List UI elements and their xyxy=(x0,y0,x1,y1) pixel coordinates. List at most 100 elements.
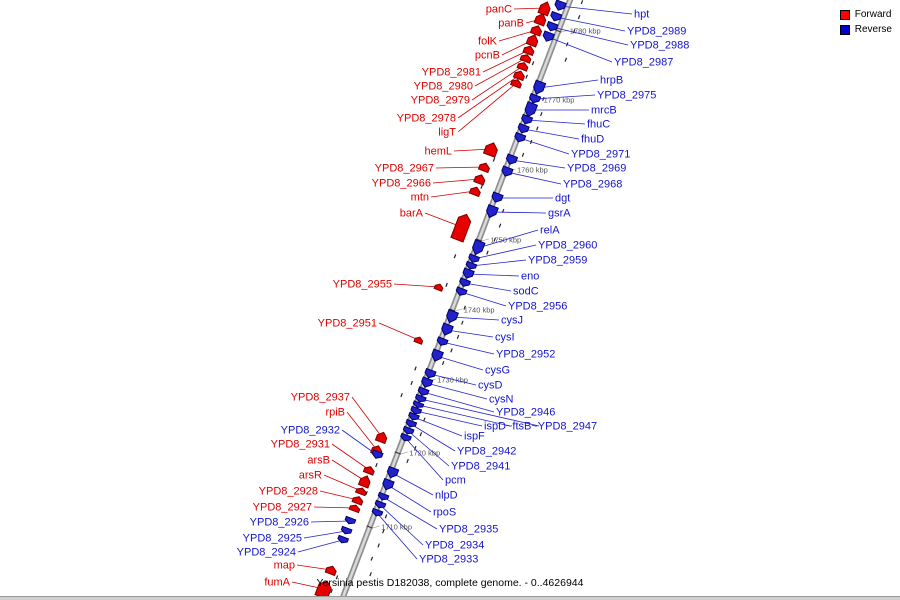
gene-glyph[interactable] xyxy=(357,475,371,489)
gene-label[interactable]: dgt xyxy=(555,193,570,205)
gene-label[interactable]: YPD8_2935 xyxy=(439,524,498,536)
gene-label[interactable]: YPD8_2959 xyxy=(528,255,587,267)
gene-label[interactable]: panB xyxy=(498,18,524,30)
gene-label[interactable]: YPD8_2946 xyxy=(496,407,555,419)
gene-glyph[interactable] xyxy=(340,525,353,535)
gene-glyph[interactable] xyxy=(546,20,559,32)
gene-glyph[interactable] xyxy=(468,253,481,263)
gene-label[interactable]: YPD8_2927 xyxy=(253,502,312,514)
gene-label[interactable]: hrpB xyxy=(600,75,623,87)
gene-label[interactable]: cysD xyxy=(478,380,503,392)
gene-label[interactable]: YPD8_2988 xyxy=(630,40,689,52)
gene-label[interactable]: fumA xyxy=(264,577,290,589)
gene-label[interactable]: cysJ xyxy=(501,315,523,327)
gene-label[interactable]: YPD8_2928 xyxy=(259,486,318,498)
gene-label[interactable]: rpiB xyxy=(325,407,345,419)
gene-label[interactable]: YPD8_2967 xyxy=(375,163,434,175)
gene-glyph[interactable] xyxy=(482,142,498,158)
gene-glyph[interactable] xyxy=(412,400,425,408)
gene-glyph[interactable] xyxy=(462,267,475,279)
gene-glyph[interactable] xyxy=(337,534,350,544)
gene-glyph[interactable] xyxy=(433,283,444,292)
gene-label[interactable]: eno xyxy=(521,271,539,283)
gene-glyph[interactable] xyxy=(431,348,444,362)
gene-label[interactable]: hpt xyxy=(634,9,649,21)
gene-glyph[interactable] xyxy=(400,432,412,442)
gene-glyph[interactable] xyxy=(371,449,384,459)
gene-label[interactable]: YPD8_2937 xyxy=(291,392,350,404)
gene-label[interactable]: ispD~ftsB~YPD8_2947 xyxy=(484,421,597,433)
gene-label[interactable]: arsB xyxy=(307,455,330,467)
gene-label[interactable]: ligT xyxy=(438,127,456,139)
gene-glyph[interactable] xyxy=(542,30,555,42)
gene-glyph[interactable] xyxy=(354,487,367,497)
gene-label[interactable]: YPD8_2960 xyxy=(538,240,597,252)
gene-glyph[interactable] xyxy=(537,1,551,17)
gene-glyph[interactable] xyxy=(522,45,535,57)
gene-glyph[interactable] xyxy=(344,515,357,525)
gene-glyph[interactable] xyxy=(533,79,547,95)
gene-label[interactable]: barA xyxy=(400,208,424,220)
gene-glyph[interactable] xyxy=(473,174,486,186)
gene-glyph[interactable] xyxy=(459,277,472,287)
gene-glyph[interactable] xyxy=(512,70,525,82)
gene-glyph[interactable] xyxy=(351,496,364,506)
gene-glyph[interactable] xyxy=(421,376,434,388)
gene-glyph[interactable] xyxy=(491,191,504,203)
gene-label[interactable]: hemL xyxy=(424,146,452,158)
gene-glyph[interactable] xyxy=(533,13,547,27)
gene-glyph[interactable] xyxy=(529,25,543,37)
gene-label[interactable]: mrcB xyxy=(591,105,617,117)
gene-glyph[interactable] xyxy=(374,431,388,445)
gene-glyph[interactable] xyxy=(424,367,437,379)
gene-glyph[interactable] xyxy=(486,203,499,219)
gene-glyph[interactable] xyxy=(505,153,519,165)
gene-label[interactable]: YPD8_2966 xyxy=(372,178,431,190)
gene-glyph[interactable] xyxy=(509,79,522,89)
gene-glyph[interactable] xyxy=(377,491,390,501)
gene-label[interactable]: YPD8_2933 xyxy=(419,554,478,566)
gene-glyph[interactable] xyxy=(446,308,459,324)
gene-glyph[interactable] xyxy=(455,286,468,296)
gene-glyph[interactable] xyxy=(441,322,454,336)
gene-glyph[interactable] xyxy=(371,507,384,517)
gene-glyph[interactable] xyxy=(410,405,423,415)
gene-label[interactable]: YPD8_2925 xyxy=(243,533,302,545)
gene-glyph[interactable] xyxy=(468,186,481,198)
gene-label[interactable]: YPD8_2978 xyxy=(397,113,456,125)
gene-label[interactable]: YPD8_2941 xyxy=(451,461,510,473)
gene-label[interactable]: panC xyxy=(486,4,512,16)
gene-label[interactable]: YPD8_2979 xyxy=(411,95,470,107)
gene-label[interactable]: relA xyxy=(540,225,560,237)
gene-glyph[interactable] xyxy=(521,113,534,125)
gene-label[interactable]: map xyxy=(274,560,295,572)
gene-label[interactable]: nlpD xyxy=(435,490,458,502)
gene-glyph[interactable] xyxy=(402,425,415,435)
gene-label[interactable]: YPD8_2931 xyxy=(271,439,330,451)
gene-glyph[interactable] xyxy=(519,54,532,64)
gene-glyph[interactable] xyxy=(554,0,567,11)
gene-label[interactable]: YPD8_2955 xyxy=(333,279,392,291)
gene-label[interactable]: YPD8_2926 xyxy=(250,517,309,529)
gene-label[interactable]: YPD8_2975 xyxy=(597,90,656,102)
gene-glyph[interactable] xyxy=(514,131,527,143)
gene-glyph[interactable] xyxy=(405,418,418,428)
gene-label[interactable]: mtn xyxy=(411,192,429,204)
gene-glyph[interactable] xyxy=(525,34,539,48)
gene-glyph[interactable] xyxy=(362,466,375,476)
gene-label[interactable]: YPD8_2942 xyxy=(457,446,516,458)
gene-label[interactable]: YPD8_2924 xyxy=(237,547,296,559)
gene-label[interactable]: YPD8_2987 xyxy=(614,57,673,69)
gene-label[interactable]: YPD8_2956 xyxy=(508,301,567,313)
gene-label[interactable]: YPD8_2934 xyxy=(425,540,484,552)
gene-label[interactable]: YPD8_2989 xyxy=(627,26,686,38)
gene-label[interactable]: pcm xyxy=(445,475,466,487)
gene-glyph[interactable] xyxy=(501,165,514,177)
gene-glyph[interactable] xyxy=(386,465,400,479)
gene-glyph[interactable] xyxy=(516,62,529,72)
gene-label[interactable]: rpoS xyxy=(433,507,456,519)
gene-label[interactable]: YPD8_2971 xyxy=(571,149,630,161)
gene-glyph[interactable] xyxy=(324,565,337,577)
gene-label[interactable]: YPD8_2932 xyxy=(281,425,340,437)
gene-label[interactable]: gsrA xyxy=(548,208,571,220)
